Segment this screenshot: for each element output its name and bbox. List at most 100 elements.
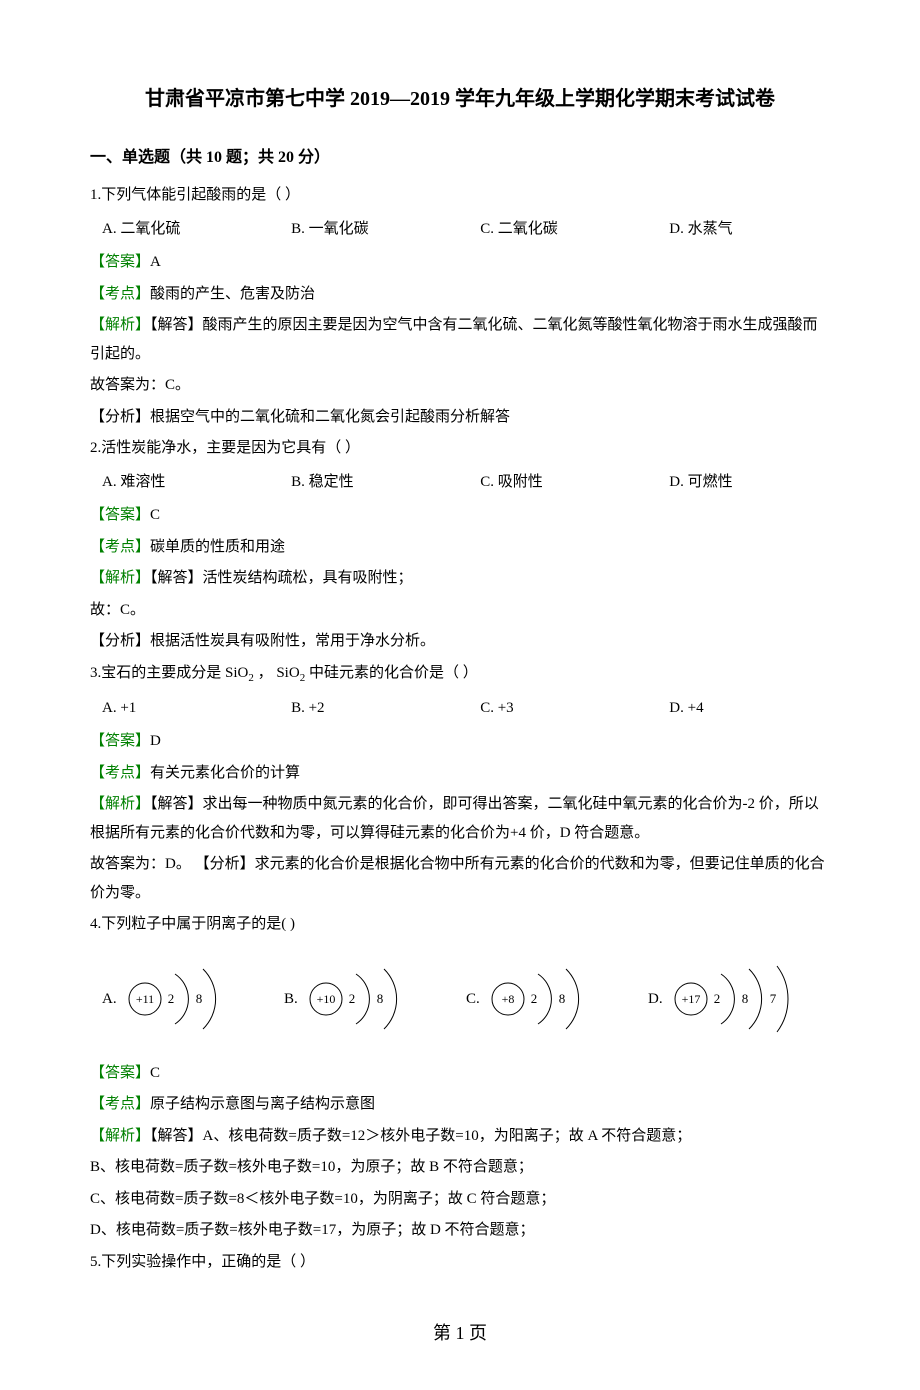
q2-opt-b: B. 稳定性 — [291, 468, 480, 497]
diagram-d: D. +17 2 8 7 — [648, 964, 830, 1034]
svg-text:8: 8 — [741, 991, 748, 1006]
q1-opt-a: A. 二氧化硫 — [102, 215, 291, 244]
q1-text: 1.下列气体能引起酸雨的是（ ） — [90, 181, 830, 210]
exam-title: 甘肃省平凉市第七中学 2019—2019 学年九年级上学期化学期末考试试卷 — [90, 80, 830, 118]
answer-label: 【答案】 — [90, 254, 150, 270]
q2-answer: 【答案】C — [90, 501, 830, 530]
atom-diagram-icon: +8 2 8 — [486, 964, 591, 1034]
q4-analysis-c: C、核电荷数=质子数=8＜核外电子数=10，为阴离子；故 C 符合题意； — [90, 1185, 830, 1214]
q4-analysis-b: B、核电荷数=质子数=核外电子数=10，为原子；故 B 不符合题意； — [90, 1153, 830, 1182]
diagram-b: B. +10 2 8 — [284, 964, 466, 1034]
q2-analysis: 【解析】【解答】活性炭结构疏松，具有吸附性； — [90, 564, 830, 593]
q4-answer: 【答案】C — [90, 1059, 830, 1088]
diagram-a-label: A. — [102, 985, 117, 1014]
q1-point: 【考点】酸雨的产生、危害及防治 — [90, 280, 830, 309]
q3-opt-b: B. +2 — [291, 694, 480, 723]
fenxi-label: 【分析】 — [90, 633, 150, 649]
point-label: 【考点】 — [90, 286, 150, 302]
q3-mid: ， SiO — [254, 665, 300, 681]
atom-diagram-icon: +10 2 8 — [304, 964, 409, 1034]
q2-point-value: 碳单质的性质和用途 — [150, 539, 285, 555]
q1-conclusion: 故答案为：C。 — [90, 371, 830, 400]
point-label: 【考点】 — [90, 539, 150, 555]
q5-text: 5.下列实验操作中，正确的是（ ） — [90, 1248, 830, 1277]
q4-analysis-a: 【解析】【解答】A、核电荷数=质子数=12＞核外电子数=10，为阳离子；故 A … — [90, 1122, 830, 1151]
q2-fenxi-text: 根据活性炭具有吸附性，常用于净水分析。 — [150, 633, 435, 649]
svg-text:+17: +17 — [681, 992, 700, 1006]
svg-text:2: 2 — [531, 991, 538, 1006]
q3-analysis: 【解析】【解答】求出每一种物质中氮元素的化合价，即可得出答案，二氧化硅中氧元素的… — [90, 790, 830, 847]
section-header: 一、单选题（共 10 题；共 20 分） — [90, 143, 830, 173]
q2-opt-a: A. 难溶性 — [102, 468, 291, 497]
svg-text:2: 2 — [349, 991, 356, 1006]
q3-pre: 3.宝石的主要成分是 SiO — [90, 665, 248, 681]
atom-diagram-icon: +17 2 8 7 — [669, 964, 799, 1034]
q1-fenxi-text: 根据空气中的二氧化硫和二氧化氮会引起酸雨分析解答 — [150, 409, 510, 425]
svg-text:2: 2 — [713, 991, 720, 1006]
q3-opt-c: C. +3 — [480, 694, 669, 723]
answer-label: 【答案】 — [90, 733, 150, 749]
q4-point: 【考点】原子结构示意图与离子结构示意图 — [90, 1090, 830, 1119]
page-footer: 第 1 页 — [90, 1316, 830, 1350]
q1-opt-b: B. 一氧化碳 — [291, 215, 480, 244]
q3-options: A. +1 B. +2 C. +3 D. +4 — [90, 694, 830, 723]
svg-text:8: 8 — [559, 991, 566, 1006]
q1-answer: 【答案】A — [90, 248, 830, 277]
svg-text:7: 7 — [769, 991, 776, 1006]
q3-opt-a: A. +1 — [102, 694, 291, 723]
svg-text:2: 2 — [167, 991, 174, 1006]
jieda-label: 【解答】 — [150, 317, 203, 333]
q2-options: A. 难溶性 B. 稳定性 C. 吸附性 D. 可燃性 — [90, 468, 830, 497]
q1-opt-d: D. 水蒸气 — [669, 215, 830, 244]
q3-text: 3.宝石的主要成分是 SiO2 ， SiO2 中硅元素的化合价是（ ） — [90, 659, 830, 689]
q3-opt-d: D. +4 — [669, 694, 830, 723]
atom-diagram-icon: +11 2 8 — [123, 964, 228, 1034]
q1-analysis: 【解析】【解答】酸雨产生的原因主要是因为空气中含有二氧化硫、二氧化氮等酸性氧化物… — [90, 311, 830, 368]
analysis-label: 【解析】 — [90, 317, 150, 333]
svg-text:+11: +11 — [135, 992, 153, 1006]
q2-analysis-text: 活性炭结构疏松，具有吸附性； — [203, 570, 413, 586]
q1-options: A. 二氧化硫 B. 一氧化碳 C. 二氧化碳 D. 水蒸气 — [90, 215, 830, 244]
q1-opt-c: C. 二氧化碳 — [480, 215, 669, 244]
q3-answer-value: D — [150, 733, 161, 749]
q4-text: 4.下列粒子中属于阴离子的是( ) — [90, 910, 830, 939]
diagram-d-label: D. — [648, 985, 663, 1014]
q3-answer: 【答案】D — [90, 727, 830, 756]
q1-answer-value: A — [150, 254, 161, 270]
analysis-label: 【解析】 — [90, 1128, 150, 1144]
q2-conclusion: 故：C。 — [90, 596, 830, 625]
answer-label: 【答案】 — [90, 507, 150, 523]
q3-post: 中硅元素的化合价是（ ） — [305, 665, 478, 681]
svg-text:+8: +8 — [501, 992, 514, 1006]
jieda-label: 【解答】 — [150, 796, 203, 812]
svg-text:+10: +10 — [316, 992, 335, 1006]
q4-analysis-d: D、核电荷数=质子数=核外电子数=17，为原子；故 D 不符合题意； — [90, 1216, 830, 1245]
q2-fenxi: 【分析】根据活性炭具有吸附性，常用于净水分析。 — [90, 627, 830, 656]
q3-point-value: 有关元素化合价的计算 — [150, 765, 300, 781]
q4-a-text: A、核电荷数=质子数=12＞核外电子数=10，为阳离子；故 A 不符合题意； — [203, 1128, 692, 1144]
q4-diagrams: A. +11 2 8 B. +10 2 8 C. +8 2 8 — [90, 964, 830, 1034]
diagram-b-label: B. — [284, 985, 298, 1014]
q2-text: 2.活性炭能净水，主要是因为它具有（ ） — [90, 434, 830, 463]
q1-point-value: 酸雨的产生、危害及防治 — [150, 286, 315, 302]
fenxi-label: 【分析】 — [90, 409, 150, 425]
analysis-label: 【解析】 — [90, 796, 150, 812]
svg-text:8: 8 — [195, 991, 202, 1006]
q2-answer-value: C — [150, 507, 160, 523]
q2-point: 【考点】碳单质的性质和用途 — [90, 533, 830, 562]
jieda-label: 【解答】 — [150, 1128, 203, 1144]
point-label: 【考点】 — [90, 765, 150, 781]
q3-point: 【考点】有关元素化合价的计算 — [90, 759, 830, 788]
jieda-label: 【解答】 — [150, 570, 203, 586]
diagram-a: A. +11 2 8 — [102, 964, 284, 1034]
q2-opt-d: D. 可燃性 — [669, 468, 830, 497]
point-label: 【考点】 — [90, 1096, 150, 1112]
diagram-c: C. +8 2 8 — [466, 964, 648, 1034]
svg-text:8: 8 — [377, 991, 384, 1006]
diagram-c-label: C. — [466, 985, 480, 1014]
q3-conclusion: 故答案为：D。 【分析】求元素的化合价是根据化合物中所有元素的化合价的代数和为零… — [90, 850, 830, 907]
q1-fenxi: 【分析】根据空气中的二氧化硫和二氧化氮会引起酸雨分析解答 — [90, 403, 830, 432]
q4-answer-value: C — [150, 1065, 160, 1081]
q4-point-value: 原子结构示意图与离子结构示意图 — [150, 1096, 375, 1112]
analysis-label: 【解析】 — [90, 570, 150, 586]
